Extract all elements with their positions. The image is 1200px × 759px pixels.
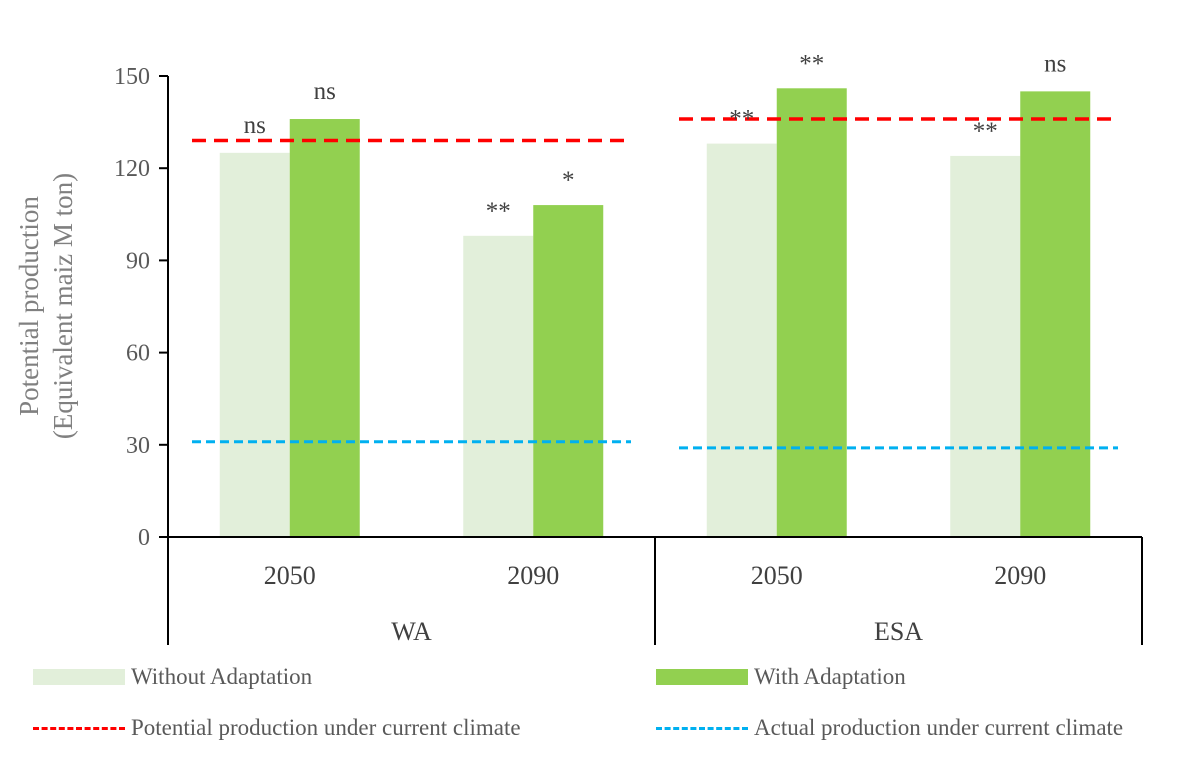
bar-esa-2090-without [950,155,1021,537]
y-axis-title-line2: (Equivalent maiz M ton) [48,173,78,439]
reference-lines-layer [192,117,1118,450]
x-label-wa-2090: 2090 [507,561,559,590]
legend-label-potential: Potential production under current clima… [131,715,521,740]
bar-esa-2090-with [1020,91,1091,537]
group-label-wa: WA [391,617,432,646]
y-tick-label-60: 60 [126,341,150,367]
legend-actual-line: Actual production under current climate [656,715,1123,741]
bar-wa-2090-with [533,205,604,537]
sig-label-esa-2050-with: ** [799,50,824,77]
legend-swatch-without [33,669,125,685]
legend-label-actual: Actual production under current climate [754,715,1124,740]
bars-layer [219,88,1091,538]
legend-swatch-actual [656,726,748,730]
bar-esa-2050-without [706,143,777,537]
bar-wa-2050-with [289,119,360,537]
sig-label-esa-2090-with: ns [1044,50,1066,77]
legend-label-without: Without Adaptation [131,664,313,689]
axes-layer [159,75,1143,645]
sig-label-wa-2090-without: ** [486,198,511,225]
y-tick-label-0: 0 [138,525,150,551]
sig-label-wa-2050-without: ns [244,112,266,139]
sig-label-wa-2090-with: * [562,167,575,194]
sig-label-esa-2090-without: ** [973,118,998,145]
legend-with-adaptation: With Adaptation [656,664,906,690]
legend-swatch-with [656,669,748,685]
bar-wa-2090-without [463,235,534,537]
y-tick-label-120: 120 [114,156,150,182]
bar-wa-2050-without [219,152,290,538]
legend-potential-line: Potential production under current clima… [33,715,521,741]
y-tick-label-150: 150 [114,64,150,90]
x-label-wa-2050: 2050 [264,561,316,590]
sig-label-esa-2050-without: ** [729,106,754,133]
x-label-esa-2050: 2050 [751,561,803,590]
x-label-esa-2090: 2090 [994,561,1046,590]
y-axis-title-line1: Potential production [14,196,44,416]
legend-label-with: With Adaptation [754,664,906,689]
sig-label-wa-2050-with: ns [314,78,336,105]
y-tick-label-90: 90 [126,248,150,274]
y-tick-label-30: 30 [126,433,150,459]
group-label-esa: ESA [874,617,923,646]
legend-without-adaptation: Without Adaptation [33,664,312,690]
legend-swatch-potential [33,726,125,730]
bar-esa-2050-with [776,88,847,537]
